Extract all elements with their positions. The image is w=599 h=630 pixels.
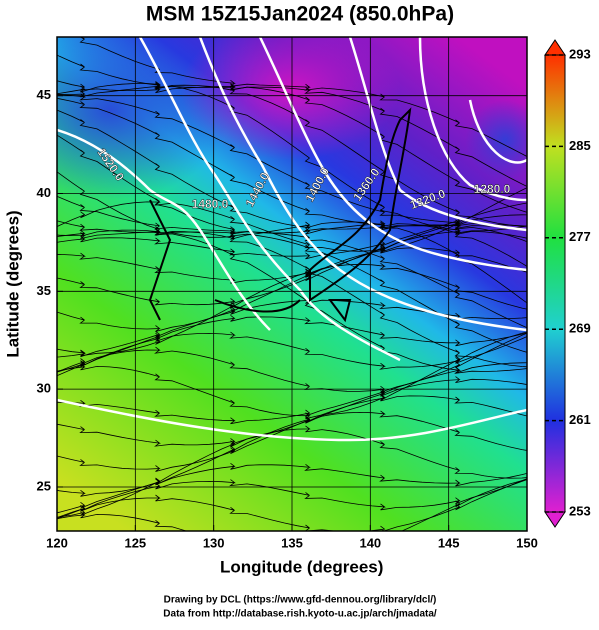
plot-frame [56,36,528,532]
x-tick-label: 145 [438,535,460,550]
footer-line: Drawing by DCL (https://www.gfd-dennou.o… [164,595,437,606]
colorbar-tick-label: 253 [569,503,591,518]
grid: 120 125 130 135 140 145 150 25 30 35 40 45 [37,37,538,550]
streamline [57,297,527,358]
colorbar-top [544,39,566,56]
streamline [57,202,527,260]
y-tick-label: 40 [37,185,51,200]
streamline [57,425,527,518]
colorbar-bottom [544,511,566,528]
contour-line [57,398,527,442]
streamline [57,314,527,373]
colorbar-tick-label: 269 [569,321,591,336]
colorbar-tick-label: 261 [569,412,591,427]
streamline [57,82,527,227]
colorbar-tick-label: 293 [569,46,591,61]
x-tick-label: 130 [203,535,225,550]
colorbar-tick-label: 285 [569,138,591,153]
contour-line [418,37,527,202]
x-tick-label: 150 [516,535,538,550]
contour-line [198,37,527,332]
contour-line [138,37,401,362]
x-tick-label: 135 [281,535,303,550]
y-tick-label: 30 [37,381,51,396]
streamline [57,478,527,531]
streamline [79,37,527,157]
streamline [57,462,527,514]
streamline [57,479,527,531]
coastline [148,107,412,323]
y-tick-label: 45 [37,87,51,102]
streamline [57,187,527,253]
chart-title: MSM 15Z15Jan2024 (850.0hPa) [146,3,454,26]
x-tick-label: 120 [46,535,68,550]
streamlines [57,37,527,531]
field-patch [180,37,400,160]
contour-line [348,37,527,232]
x-tick-label: 125 [124,535,146,550]
contour-line [258,37,527,272]
contours [57,37,527,442]
colorbar: 253 261 269 277 285 293 [544,39,591,528]
y-axis-title: Latitude (degrees) [3,210,22,357]
x-tick-label: 140 [359,535,381,550]
field-patch [465,100,527,180]
contour-label: 1280.0 [474,182,511,196]
footer-line: Data from http://database.rish.kyoto-u.a… [163,609,437,620]
colorbar-body [544,54,566,513]
streamline [57,331,527,377]
streamline [57,479,527,520]
contour-line [468,99,527,164]
y-tick-label: 25 [37,478,51,493]
field [57,37,527,531]
x-axis-title: Longitude (degrees) [220,557,383,576]
contour-label: 1480.0 [192,197,229,211]
y-tick-label: 35 [37,283,51,298]
streamline [57,331,527,420]
contour-line [57,128,271,331]
streamline [57,81,527,234]
colorbar-tick-label: 277 [569,229,591,244]
